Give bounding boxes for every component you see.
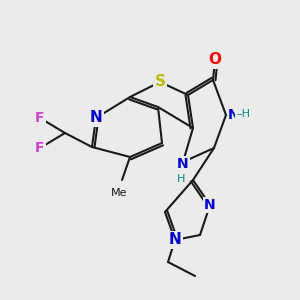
Text: Me: Me: [111, 188, 127, 198]
Text: –H: –H: [236, 109, 250, 119]
Text: F: F: [35, 141, 45, 155]
Text: S: S: [154, 74, 166, 89]
Text: O: O: [208, 52, 221, 68]
Text: N: N: [169, 232, 182, 247]
Text: N: N: [228, 108, 240, 122]
Text: N: N: [177, 157, 189, 171]
Text: F: F: [35, 111, 45, 125]
Text: N: N: [90, 110, 102, 125]
Text: H: H: [177, 174, 185, 184]
Text: N: N: [204, 198, 216, 212]
